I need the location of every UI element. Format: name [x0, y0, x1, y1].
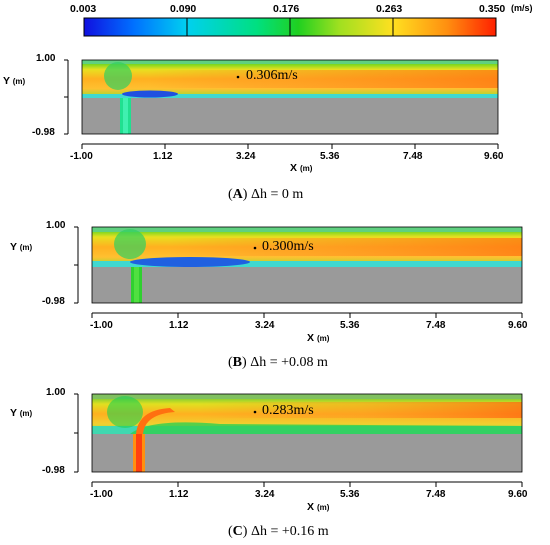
colorbar	[83, 14, 497, 38]
panel-c-xtick-0: -1.00	[90, 489, 113, 500]
panel-c-xtick-4: 7.48	[426, 489, 446, 500]
panel-a-xlabel: X (m)	[290, 162, 312, 174]
panel-c-caption-text: Δh = +0.16 m	[247, 524, 329, 539]
panel-b-xtick-0: -1.00	[90, 320, 113, 331]
panel-c-ylabel-unit: (m)	[19, 409, 33, 418]
panel-b-xlabel: X (m)	[307, 332, 329, 344]
panel-c-ylabel-text: Y	[10, 407, 17, 419]
panel-a-xtick-1: 1.12	[153, 151, 173, 162]
panel-a-xtick-3: 5.36	[320, 151, 340, 162]
panel-c-caption: (C) Δh = +0.16 m	[228, 524, 329, 539]
panel-b-xlabel-text: X	[307, 332, 315, 344]
panel-b-ylabel: Y (m)	[10, 241, 32, 253]
panel-b-ytick-top: 1.00	[46, 220, 66, 231]
panel-a-xlabel-text: X	[290, 162, 298, 174]
panel-b-caption-text: Δh = +0.08 m	[246, 355, 328, 370]
panel-b-xlabel-unit: (m)	[316, 334, 330, 343]
panel-c-xlabel: X (m)	[307, 501, 329, 513]
panel-c-xlabel-text: X	[307, 501, 315, 513]
panel-a-xtick-5: 9.60	[484, 151, 504, 162]
panel-b-xtick-4: 7.48	[426, 320, 446, 331]
panel-c-xtick-5: 9.60	[508, 489, 528, 500]
panel-c-xtick-3: 5.36	[340, 489, 360, 500]
panel-c-ytick-top: 1.00	[46, 387, 66, 398]
panel-c-ylabel: Y (m)	[10, 407, 32, 419]
colorbar-tick-1: 0.090	[170, 3, 197, 15]
panel-a-xlabel-unit: (m)	[299, 164, 313, 173]
colorbar-tick-4: 0.350	[479, 3, 506, 15]
panel-c-xtick-1: 1.12	[169, 489, 189, 500]
colorbar-tick-3: 0.263	[376, 3, 403, 15]
colorbar-unit: (m/s)	[511, 3, 533, 13]
panel-a-ylabel-text: Y	[3, 75, 10, 87]
panel-b-velocity-annotation: 0.300m/s	[262, 239, 314, 254]
panel-b-ylabel-unit: (m)	[19, 243, 33, 252]
panel-a-velocity-annotation: 0.306m/s	[246, 68, 298, 83]
panel-a-ylabel-unit: (m)	[12, 77, 26, 86]
panel-b-caption: (B) Δh = +0.08 m	[228, 355, 328, 370]
panel-b-ylabel-text: Y	[10, 241, 17, 253]
panel-b-xtick-1: 1.12	[169, 320, 189, 331]
colorbar-tick-0: 0.003	[70, 3, 97, 15]
panel-c-ytick-bottom: -0.98	[42, 465, 65, 476]
panel-a-ytick-top: 1.00	[36, 53, 56, 64]
panel-a-caption: (A) Δh = 0 m	[228, 187, 304, 202]
colorbar-tick-2: 0.176	[273, 3, 300, 15]
panel-a-xtick-0: -1.00	[70, 151, 93, 162]
panel-a-caption-letter: A	[232, 187, 243, 202]
panel-c-xlabel-unit: (m)	[316, 503, 330, 512]
panel-c-velocity-annotation: 0.283m/s	[262, 403, 314, 418]
panel-a-xtick-2: 3.24	[236, 151, 256, 162]
panel-b-xtick-3: 5.36	[340, 320, 360, 331]
panel-a-xtick-4: 7.48	[403, 151, 423, 162]
panel-c-caption-letter: C	[232, 524, 243, 539]
panel-b-xtick-5: 9.60	[508, 320, 528, 331]
panel-b-ytick-bottom: -0.98	[42, 296, 65, 307]
panel-a-caption-text: Δh = 0 m	[247, 187, 304, 202]
panel-b-xtick-2: 3.24	[255, 320, 275, 331]
panel-b-caption-letter: B	[232, 355, 243, 370]
panel-c-xtick-2: 3.24	[255, 489, 275, 500]
colorbar-gradient	[83, 17, 497, 37]
panel-a-ylabel: Y (m)	[3, 75, 25, 87]
panel-a-ytick-bottom: -0.98	[32, 127, 55, 138]
